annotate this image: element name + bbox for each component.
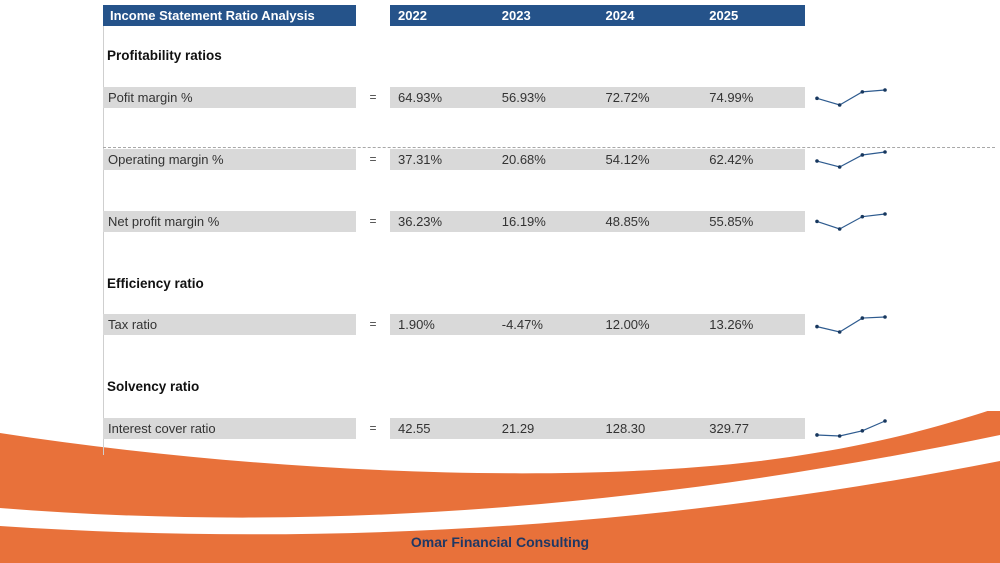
report-title: Income Statement Ratio Analysis (103, 5, 356, 26)
ratio-label: Operating margin % (103, 149, 356, 170)
year-header-row: 2022 2023 2024 2025 (390, 5, 805, 26)
sparkline-chart (812, 312, 890, 337)
ratio-values: 36.23% 16.19% 48.85% 55.85% (390, 211, 805, 232)
wave-shapes (0, 411, 1000, 563)
ratio-values: 37.31% 20.68% 54.12% 62.42% (390, 149, 805, 170)
table-row: Tax ratio = 1.90% -4.47% 12.00% 13.26% (0, 314, 1000, 335)
ratio-label: Net profit margin % (103, 211, 356, 232)
sparkline-chart (812, 85, 890, 110)
value-2023: 16.19% (501, 214, 546, 229)
section-title-efficiency: Efficiency ratio (107, 276, 204, 291)
table-row: Operating margin % = 37.31% 20.68% 54.12… (0, 149, 1000, 170)
value-2022: 37.31% (398, 152, 443, 167)
ratio-values: 1.90% -4.47% 12.00% 13.26% (390, 314, 805, 335)
section-title-profitability: Profitability ratios (107, 48, 222, 63)
brand-footer-text: Omar Financial Consulting (410, 534, 590, 550)
value-2025: 13.26% (709, 317, 754, 332)
table-row: Net profit margin % = 36.23% 16.19% 48.8… (0, 211, 1000, 232)
sparkline-chart (812, 147, 890, 172)
value-2025: 329.77 (709, 421, 750, 436)
value-2022: 64.93% (398, 90, 443, 105)
value-2023: 21.29 (501, 421, 535, 436)
ratio-label: Pofit margin % (103, 87, 356, 108)
value-2022: 42.55 (398, 421, 431, 436)
year-header-2025: 2025 (709, 8, 739, 23)
equals-sign: = (369, 317, 377, 331)
ratio-label: Tax ratio (103, 314, 356, 335)
page-break-dashed-line (103, 147, 995, 148)
table-row: Interest cover ratio = 42.55 21.29 128.3… (0, 418, 1000, 439)
ratio-label: Interest cover ratio (103, 418, 356, 439)
table-left-border (103, 26, 104, 455)
table-row: Pofit margin % = 64.93% 56.93% 72.72% 74… (0, 87, 1000, 108)
sparkline-chart (812, 416, 890, 441)
year-header-2023: 2023 (501, 8, 531, 23)
equals-sign: = (369, 152, 377, 166)
value-2024: 72.72% (605, 90, 650, 105)
value-2025: 55.85% (709, 214, 754, 229)
value-2023: 56.93% (501, 90, 546, 105)
value-2022: 36.23% (398, 214, 443, 229)
ratio-values: 42.55 21.29 128.30 329.77 (390, 418, 805, 439)
value-2023: 20.68% (501, 152, 546, 167)
value-2022: 1.90% (398, 317, 435, 332)
value-2025: 62.42% (709, 152, 754, 167)
value-2025: 74.99% (709, 90, 754, 105)
equals-sign: = (369, 421, 377, 435)
footer-wave-art (0, 411, 1000, 563)
sparkline-chart (812, 209, 890, 234)
year-header-2024: 2024 (605, 8, 635, 23)
equals-sign: = (369, 90, 377, 104)
value-2024: 12.00% (605, 317, 650, 332)
equals-sign: = (369, 214, 377, 228)
value-2024: 48.85% (605, 214, 650, 229)
year-header-2022: 2022 (398, 8, 427, 23)
ratio-values: 64.93% 56.93% 72.72% 74.99% (390, 87, 805, 108)
value-2024: 128.30 (605, 421, 646, 436)
value-2024: 54.12% (605, 152, 650, 167)
section-title-solvency: Solvency ratio (107, 379, 200, 394)
value-2023: -4.47% (501, 317, 543, 332)
